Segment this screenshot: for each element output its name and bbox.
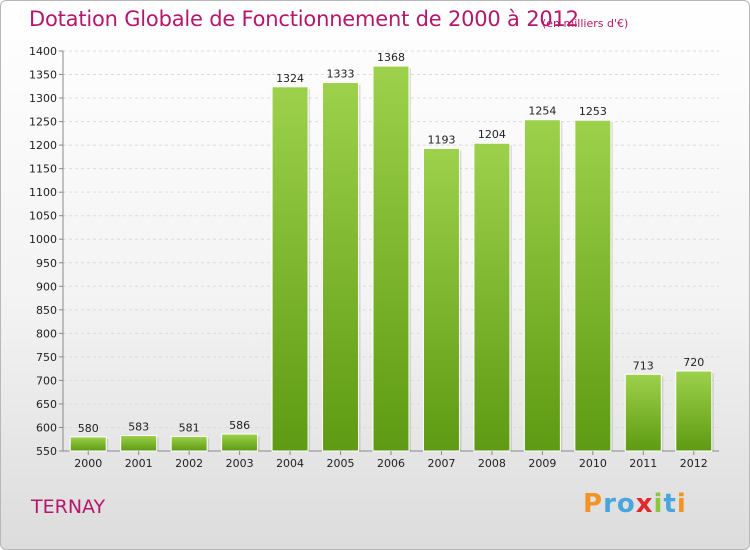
bar-group: 1204	[473, 128, 512, 452]
value-label: 581	[179, 421, 200, 434]
x-tick-label: 2012	[680, 457, 708, 470]
x-tick-label: 2001	[125, 457, 153, 470]
bar-group: 1253	[574, 105, 613, 452]
y-tick-label: 650	[36, 398, 57, 411]
x-tick-label: 2007	[427, 457, 455, 470]
bar	[120, 434, 158, 452]
y-tick-label: 950	[36, 257, 57, 270]
bar-group: 1368	[372, 51, 411, 452]
y-tick-label: 900	[36, 280, 57, 293]
chart-subtitle: (en milliers d'€)	[542, 17, 629, 30]
bar	[271, 86, 309, 452]
bar-group: 1193	[422, 133, 462, 452]
bar	[170, 435, 208, 452]
x-tick-label: 2009	[528, 457, 556, 470]
value-label: 1193	[427, 133, 455, 146]
x-tick-label: 2003	[226, 457, 254, 470]
logo-letter: P	[583, 489, 604, 519]
y-tick-label: 1200	[29, 139, 57, 152]
bar	[473, 142, 511, 452]
value-label: 1254	[528, 105, 556, 118]
y-tick-label: 1400	[29, 45, 57, 58]
value-label: 1368	[377, 51, 405, 64]
bar-group: 713	[624, 359, 664, 452]
bar	[372, 65, 410, 452]
logo-letter: o	[616, 489, 636, 519]
bar-group: 583	[120, 420, 159, 452]
place-name: TERNAY	[31, 496, 106, 518]
bar	[624, 373, 662, 452]
logo-letter: x	[635, 489, 654, 519]
value-label: 713	[633, 359, 654, 372]
x-tick-label: 2000	[74, 457, 102, 470]
y-tick-label: 1000	[29, 233, 57, 246]
x-tick-label: 2004	[276, 457, 304, 470]
bar	[221, 433, 259, 452]
value-label: 1333	[327, 68, 355, 81]
bar-group: 580	[69, 422, 109, 452]
value-label: 720	[683, 356, 704, 369]
bar	[574, 119, 612, 452]
x-tick-label: 2005	[327, 457, 355, 470]
x-tick-label: 2011	[629, 457, 657, 470]
logo-letter: t	[663, 489, 677, 519]
logo-letter: r	[603, 489, 617, 519]
bar	[69, 436, 107, 452]
value-label: 1204	[478, 128, 506, 141]
y-tick-label: 1300	[29, 92, 57, 105]
y-tick-label: 1050	[29, 210, 57, 223]
x-tick-label: 2008	[478, 457, 506, 470]
x-tick-label: 2006	[377, 457, 405, 470]
value-label: 586	[229, 419, 250, 432]
bar-group: 1333	[322, 68, 361, 452]
y-tick-label: 1250	[29, 116, 57, 129]
value-label: 580	[78, 422, 99, 435]
y-tick-label: 550	[36, 445, 57, 458]
x-tick-label: 2010	[579, 457, 607, 470]
bar	[322, 82, 360, 452]
logo-letter: i	[653, 489, 664, 519]
y-tick-label: 700	[36, 374, 57, 387]
y-tick-label: 800	[36, 327, 57, 340]
value-label: 1324	[276, 72, 304, 85]
y-tick-label: 1150	[29, 163, 57, 176]
y-tick-label: 850	[36, 304, 57, 317]
y-tick-label: 1350	[29, 69, 57, 82]
bar	[675, 370, 713, 452]
bar	[523, 119, 561, 452]
bar-group: 1324	[271, 72, 311, 452]
value-label: 1253	[579, 105, 607, 118]
chart-title: Dotation Globale de Fonctionnement de 20…	[29, 7, 579, 31]
y-tick-label: 750	[36, 351, 57, 364]
bar-group: 1254	[523, 105, 563, 452]
bar-group: 720	[675, 356, 714, 452]
bar	[422, 147, 460, 452]
value-label: 583	[128, 420, 149, 433]
bar-group: 581	[170, 421, 210, 452]
y-tick-label: 600	[36, 421, 57, 434]
x-tick-label: 2002	[175, 457, 203, 470]
y-tick-label: 1100	[29, 186, 57, 199]
logo-letter: i	[676, 489, 687, 519]
proxiti-logo: Proxiti	[583, 489, 687, 519]
bar-group: 586	[221, 419, 260, 452]
